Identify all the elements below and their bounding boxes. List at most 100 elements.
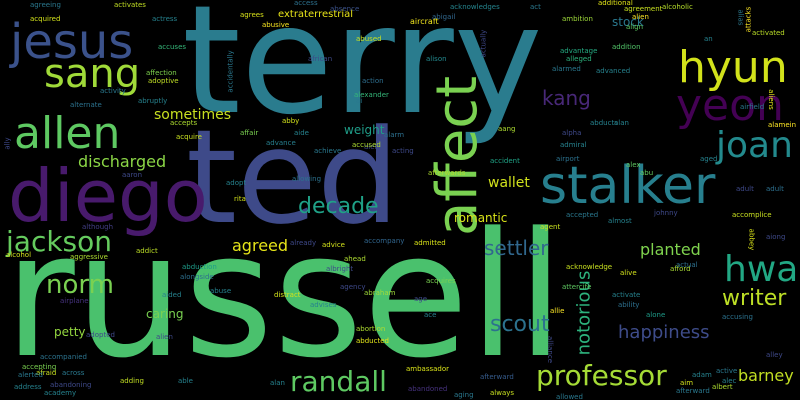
word: hwa xyxy=(724,249,799,290)
word: abandoned xyxy=(408,385,448,393)
word: abby xyxy=(282,117,300,125)
word: albright xyxy=(326,265,354,273)
word: adoptive xyxy=(148,77,179,85)
word: alpha xyxy=(562,129,582,137)
word: attacks xyxy=(744,6,753,33)
word: address xyxy=(14,383,42,391)
word: already xyxy=(290,239,317,247)
word: writer xyxy=(722,286,787,311)
word: acquired xyxy=(30,15,61,23)
word: abortion xyxy=(356,325,386,333)
word: aaron xyxy=(122,171,143,179)
word: stock xyxy=(612,15,644,29)
word: ace xyxy=(424,311,437,319)
word: aided xyxy=(162,291,182,299)
word: airplane xyxy=(60,297,89,305)
word: additional xyxy=(598,0,633,7)
word: extraterrestrial xyxy=(278,9,354,20)
word: adopted xyxy=(86,331,115,339)
word: ai xyxy=(356,97,363,105)
word: abducted xyxy=(356,337,389,345)
word: attercife xyxy=(562,283,592,291)
word: acting xyxy=(392,147,414,155)
word: alarmed xyxy=(552,65,581,73)
word: accusing xyxy=(722,313,753,321)
word: abusive xyxy=(262,21,290,29)
word: weight xyxy=(344,123,385,137)
word: abducts xyxy=(590,119,618,127)
word: abbey xyxy=(747,228,756,251)
word: stalker xyxy=(540,156,716,216)
word: alert xyxy=(364,143,381,151)
word: abuse xyxy=(210,287,232,295)
word: abruptly xyxy=(138,97,168,105)
word: adopt xyxy=(226,179,247,187)
word: accuses xyxy=(158,43,187,51)
word: aircraft xyxy=(410,17,439,26)
word: advance xyxy=(266,139,296,147)
word: settler xyxy=(484,236,549,260)
word: abu xyxy=(640,169,654,177)
word: abraham xyxy=(364,289,396,297)
word: alerted xyxy=(18,371,43,379)
word: abandoning xyxy=(50,381,92,389)
word: admiral xyxy=(560,141,587,149)
word: age xyxy=(414,295,428,303)
word: alamein xyxy=(768,121,797,129)
word: jesus xyxy=(10,14,134,70)
word: act xyxy=(530,3,541,11)
word: activated xyxy=(752,29,785,37)
word: activity xyxy=(100,87,126,95)
word: abused xyxy=(356,35,382,43)
word: ahead xyxy=(344,255,366,263)
word: ted xyxy=(186,101,400,253)
word: alarm xyxy=(384,131,405,139)
word: wallet xyxy=(488,175,530,191)
word: distract xyxy=(274,291,301,299)
word: actually xyxy=(479,29,488,58)
word: adding xyxy=(120,377,145,385)
word: joan xyxy=(716,125,793,166)
word: albert xyxy=(712,383,733,391)
word: petty xyxy=(54,325,86,339)
word: accused xyxy=(352,141,381,149)
word: alan xyxy=(270,379,285,387)
word: airfield xyxy=(740,103,765,111)
word: agrees xyxy=(240,11,264,19)
word: aliens xyxy=(766,89,775,110)
word: professor xyxy=(536,359,667,392)
word: allen xyxy=(14,108,121,159)
word: access xyxy=(294,0,318,7)
word: advanced xyxy=(596,67,631,75)
word: alexander xyxy=(354,91,389,99)
word: randall xyxy=(290,365,387,398)
word: allowing xyxy=(292,175,322,183)
word: diego xyxy=(8,154,208,238)
word: accepts xyxy=(170,119,198,127)
word: active xyxy=(716,367,738,375)
word: alien xyxy=(156,333,173,341)
word: afterward xyxy=(676,387,710,395)
word: accepted xyxy=(566,211,599,219)
word: romantic xyxy=(454,211,508,225)
word: alive xyxy=(620,269,637,277)
word: achieve xyxy=(314,147,342,155)
word: alleged xyxy=(566,55,592,63)
word: agreement xyxy=(624,5,663,13)
word: ambition xyxy=(562,15,593,23)
word: alley xyxy=(766,351,783,359)
word: african xyxy=(308,55,333,63)
word: alongside xyxy=(180,273,214,281)
word: alex xyxy=(626,161,641,169)
word: alias xyxy=(736,9,745,26)
word: academy xyxy=(44,389,77,397)
word: aang xyxy=(498,125,516,133)
word: jackson xyxy=(6,225,113,258)
word: across xyxy=(62,369,85,377)
word: adult xyxy=(766,185,784,193)
word: advises xyxy=(310,301,337,309)
word: allie xyxy=(550,307,565,315)
word: accompany xyxy=(364,237,405,245)
word: barney xyxy=(738,366,794,385)
